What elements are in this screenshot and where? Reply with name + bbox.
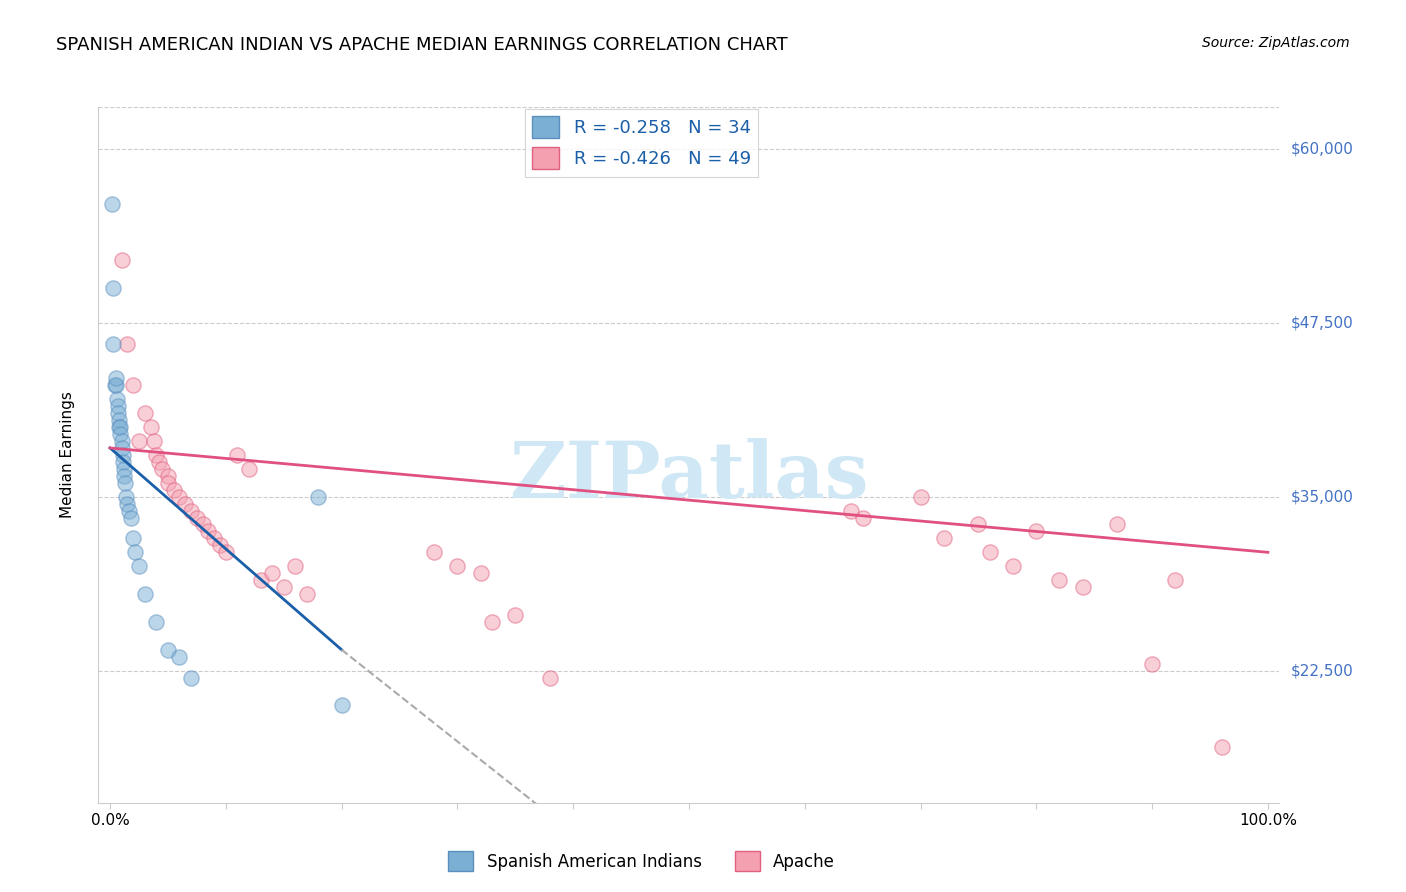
Point (124, 545, 146, 559)
Point (1107, 517, 1129, 532)
Point (139, 420, 162, 434)
Point (108, 420, 131, 434)
Point (180, 503, 202, 517)
Point (215, 545, 238, 559)
Point (150, 462, 173, 476)
Point (191, 517, 214, 532)
Point (503, 607, 526, 622)
Point (117, 503, 139, 517)
Text: $22,500: $22,500 (1291, 663, 1354, 678)
Point (202, 532, 225, 546)
Y-axis label: Median Earnings: Median Earnings (60, 392, 75, 518)
Point (108, 413, 131, 427)
Point (110, 427, 132, 442)
Point (1211, 740, 1233, 755)
Point (538, 671, 561, 685)
Point (117, 336, 139, 351)
Point (186, 510, 208, 524)
Point (1002, 559, 1025, 574)
Text: $35,000: $35,000 (1291, 489, 1354, 504)
Point (967, 517, 990, 532)
Point (273, 580, 295, 594)
Point (107, 406, 129, 420)
Point (110, 434, 132, 448)
Text: $47,500: $47,500 (1291, 315, 1354, 330)
Text: Source: ZipAtlas.com: Source: ZipAtlas.com (1202, 36, 1350, 50)
Point (295, 587, 318, 601)
Point (128, 559, 150, 574)
Point (122, 532, 145, 546)
Point (110, 441, 132, 455)
Point (226, 448, 249, 462)
Point (284, 559, 307, 574)
Point (156, 468, 179, 483)
Point (262, 566, 284, 581)
Point (103, 281, 125, 295)
Point (145, 448, 167, 462)
Point (120, 510, 142, 524)
Point (104, 371, 127, 385)
Point (104, 378, 127, 392)
Point (128, 434, 150, 448)
Point (330, 698, 353, 713)
Point (307, 490, 329, 504)
Point (114, 475, 136, 490)
Point (1164, 573, 1187, 587)
Text: SPANISH AMERICAN INDIAN VS APACHE MEDIAN EARNINGS CORRELATION CHART: SPANISH AMERICAN INDIAN VS APACHE MEDIAN… (56, 36, 787, 54)
Point (208, 538, 231, 552)
Point (111, 448, 134, 462)
Point (910, 490, 932, 504)
Point (134, 406, 156, 420)
Point (112, 468, 135, 483)
Point (1025, 524, 1047, 539)
Point (197, 524, 219, 539)
Point (107, 399, 129, 413)
Point (111, 455, 134, 469)
Point (148, 455, 170, 469)
Point (423, 545, 446, 559)
Point (852, 510, 875, 524)
Point (156, 475, 179, 490)
Point (1140, 657, 1163, 671)
Point (979, 545, 1001, 559)
Point (839, 503, 862, 517)
Point (103, 336, 125, 351)
Point (481, 615, 503, 629)
Point (134, 587, 156, 601)
Text: $60,000: $60,000 (1291, 141, 1354, 156)
Point (470, 566, 492, 581)
Point (1049, 573, 1071, 587)
Point (249, 573, 271, 587)
Point (110, 253, 132, 268)
Point (932, 532, 955, 546)
Point (169, 490, 191, 504)
Legend: Spanish American Indians, Apache: Spanish American Indians, Apache (441, 845, 842, 878)
Point (115, 490, 138, 504)
Point (105, 392, 128, 407)
Point (145, 615, 167, 629)
Point (110, 420, 132, 434)
Point (169, 649, 191, 664)
Point (163, 483, 186, 497)
Text: ZIPatlas: ZIPatlas (509, 438, 869, 514)
Point (117, 497, 139, 511)
Point (122, 378, 145, 392)
Point (156, 642, 179, 657)
Point (180, 671, 202, 685)
Point (101, 197, 124, 211)
Point (104, 378, 127, 392)
Point (143, 434, 166, 448)
Point (238, 462, 260, 476)
Point (174, 497, 197, 511)
Point (446, 559, 468, 574)
Point (112, 462, 135, 476)
Point (1071, 580, 1094, 594)
